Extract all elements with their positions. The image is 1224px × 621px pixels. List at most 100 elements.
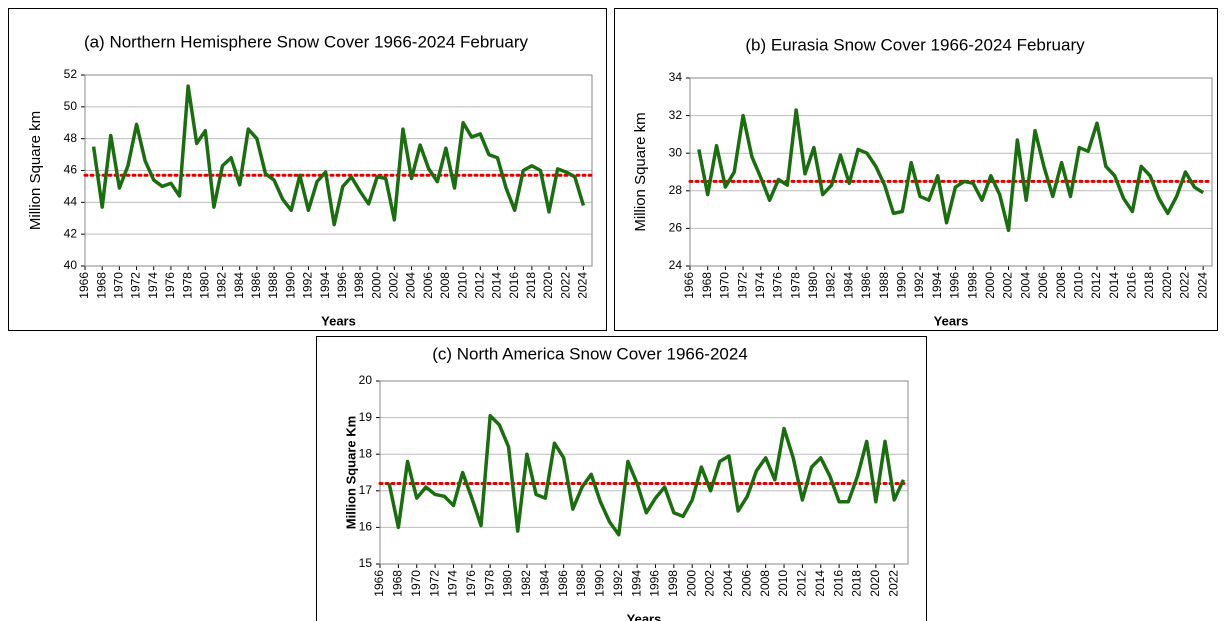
x-tick-label: 1990	[593, 570, 607, 597]
x-tick-label: 1980	[501, 570, 515, 597]
x-tick-label: 1976	[771, 272, 785, 299]
x-tick-label: 2024	[1195, 272, 1209, 299]
x-tick-label: 2014	[490, 272, 504, 299]
x-tick-label: 1982	[215, 272, 229, 299]
chart-title: (a) Northern Hemisphere Snow Cover 1966-…	[84, 32, 529, 51]
chart-title: (c) North America Snow Cover 1966-2024	[432, 344, 748, 363]
x-axis-label: Years	[321, 313, 356, 328]
x-tick-label: 1976	[464, 570, 478, 597]
x-tick-label: 1978	[180, 272, 194, 299]
x-tick-label: 1980	[806, 272, 820, 299]
x-tick-label: 2018	[1142, 272, 1156, 299]
y-tick-label: 42	[64, 226, 78, 240]
x-tick-label: 1968	[94, 272, 108, 299]
y-tick-label: 18	[359, 446, 373, 460]
x-tick-label: 1998	[965, 272, 979, 299]
y-tick-label: 15	[359, 556, 373, 570]
y-tick-label: 44	[64, 195, 78, 209]
x-tick-label: 1992	[912, 272, 926, 299]
x-tick-label: 1984	[841, 272, 855, 299]
x-tick-label: 2018	[850, 570, 864, 597]
x-tick-label: 2024	[576, 272, 590, 299]
y-tick-label: 30	[669, 145, 683, 159]
x-tick-label: 1982	[824, 272, 838, 299]
panel-frame	[316, 336, 927, 621]
x-tick-label: 2020	[1160, 272, 1174, 299]
x-tick-label: 1992	[301, 272, 315, 299]
x-tick-label: 1994	[930, 272, 944, 299]
x-tick-label: 2022	[1178, 272, 1192, 299]
plot-frame	[689, 77, 1213, 267]
y-tick-label: 24	[669, 258, 683, 272]
x-tick-label: 2016	[1125, 272, 1139, 299]
x-tick-label: 1988	[266, 272, 280, 299]
x-tick-label: 1978	[482, 570, 496, 597]
data-line	[91, 84, 586, 227]
x-tick-label: 1982	[519, 570, 533, 597]
y-axis-label: Million Square km	[27, 111, 44, 230]
x-tick-label: 1986	[249, 272, 263, 299]
x-tick-label: 1974	[446, 570, 460, 597]
x-tick-label: 1974	[753, 272, 767, 299]
x-tick-label: 2010	[455, 272, 469, 299]
y-tick-label: 17	[359, 483, 373, 497]
x-tick-label: 2008	[1054, 272, 1068, 299]
y-tick-label: 40	[64, 258, 78, 272]
x-tick-label: 2006	[421, 272, 435, 299]
y-tick-label: 26	[669, 221, 683, 235]
x-tick-label: 2008	[758, 570, 772, 597]
y-axis-label: Million Square Km	[343, 416, 358, 529]
x-tick-label: 2004	[1018, 272, 1032, 299]
panel-frame	[614, 8, 1218, 331]
plot-frame	[379, 380, 909, 565]
x-tick-label: 1986	[556, 570, 570, 597]
y-tick-label: 50	[64, 99, 78, 113]
x-tick-label: 2012	[795, 570, 809, 597]
x-tick-label: 1992	[611, 570, 625, 597]
x-tick-label: 2012	[472, 272, 486, 299]
x-tick-label: 2010	[776, 570, 790, 597]
chart-title: (b) Eurasia Snow Cover 1966-2024 Februar…	[745, 35, 1085, 54]
panel-frame	[8, 8, 607, 331]
x-tick-label: 2016	[831, 570, 845, 597]
x-tick-label: 2018	[524, 272, 538, 299]
x-tick-label: 2000	[369, 272, 383, 299]
y-axis-label: Million Square km	[632, 112, 649, 231]
x-tick-label: 2016	[507, 272, 521, 299]
x-tick-label: 1966	[77, 272, 91, 299]
x-tick-label: 1998	[352, 272, 366, 299]
x-tick-label: 1974	[146, 272, 160, 299]
x-tick-label: 1970	[718, 272, 732, 299]
x-tick-label: 2000	[983, 272, 997, 299]
y-tick-label: 19	[359, 410, 373, 424]
data-line	[697, 108, 1205, 233]
x-tick-label: 1978	[788, 272, 802, 299]
x-tick-label: 2004	[721, 570, 735, 597]
y-tick-label: 32	[669, 108, 683, 122]
plot-frame	[84, 74, 593, 267]
x-tick-label: 1988	[877, 272, 891, 299]
y-tick-label: 34	[669, 70, 683, 84]
x-tick-label: 1984	[232, 272, 246, 299]
x-tick-label: 1998	[666, 570, 680, 597]
y-tick-label: 16	[359, 520, 373, 534]
x-tick-label: 2010	[1071, 272, 1085, 299]
y-tick-label: 46	[64, 163, 78, 177]
x-tick-label: 2008	[438, 272, 452, 299]
x-tick-label: 1968	[700, 272, 714, 299]
x-tick-label: 2014	[813, 570, 827, 597]
x-tick-label: 2000	[684, 570, 698, 597]
x-tick-label: 1996	[648, 570, 662, 597]
x-tick-label: 1988	[574, 570, 588, 597]
x-tick-label: 1972	[129, 272, 143, 299]
x-tick-label: 1984	[537, 570, 551, 597]
x-tick-label: 1990	[895, 272, 909, 299]
x-axis-label: Years	[934, 313, 969, 328]
x-tick-label: 2020	[868, 570, 882, 597]
x-tick-label: 1990	[283, 272, 297, 299]
x-tick-label: 1968	[391, 570, 405, 597]
x-tick-label: 2022	[558, 272, 572, 299]
x-tick-label: 2002	[703, 570, 717, 597]
x-axis-label: Years	[627, 611, 662, 621]
x-tick-label: 2006	[739, 570, 753, 597]
